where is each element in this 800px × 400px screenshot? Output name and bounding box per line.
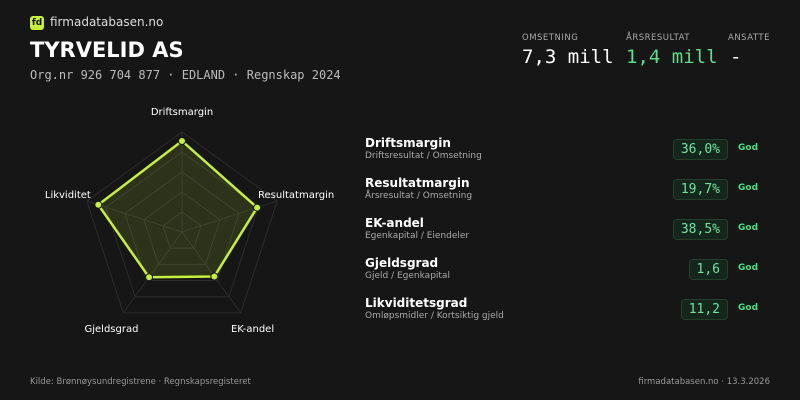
- metric-status: God: [738, 183, 759, 193]
- axis-label: Resultatmargin: [258, 190, 334, 201]
- axis-label: Likviditet: [45, 190, 91, 201]
- metric-value: 19,7%: [672, 179, 728, 200]
- logo: fd: [30, 16, 44, 30]
- axis-label: Gjeldsgrad: [84, 324, 138, 335]
- axis-spoke: [122, 231, 183, 314]
- axis-label: Driftsmargin: [151, 107, 213, 118]
- grid-ring: [124, 171, 240, 282]
- axis-spoke: [86, 200, 183, 233]
- metric-name: Resultatmargin: [365, 176, 470, 190]
- metric-description: Omløpsmidler / Kortsiktig gjeld: [365, 311, 504, 321]
- metric-value: 11,2: [680, 299, 728, 320]
- metric-description: Årsresultat / Omsetning: [365, 191, 473, 201]
- metric-status: God: [738, 303, 759, 313]
- stat-label: ÅRSRESULTAT: [626, 33, 690, 43]
- score-point: [145, 273, 154, 282]
- score-point: [178, 137, 186, 145]
- metric-name: Gjeldsgrad: [365, 256, 439, 270]
- radar-chart: Driftsmargin Resultatmargin EK-andel Gjelds…: [45, 107, 334, 335]
- metric-status: God: [738, 223, 759, 233]
- company-info: Org.nr 926 704 877 · EDLAND · Regnskap 2…: [30, 68, 341, 82]
- metric-value: 36,0%: [672, 139, 728, 160]
- metric-value: 1,6: [688, 259, 728, 280]
- stat-label: OMSETNING: [522, 33, 579, 43]
- stat-label: ANSATTE: [728, 33, 770, 43]
- metric-value: 38,5%: [672, 219, 728, 240]
- metric-description: Egenkapital / Eiendeler: [365, 231, 470, 241]
- metric-status: God: [738, 143, 759, 153]
- metric-name: Driftsmargin: [365, 136, 451, 150]
- metric-name: EK-andel: [365, 216, 424, 230]
- score-point: [210, 272, 219, 281]
- axis-spoke: [181, 231, 242, 314]
- grid-ring: [162, 211, 202, 249]
- metric-name: Likviditetsgrad: [365, 296, 468, 310]
- footer-site: firmadatabasen.no · 13.3.2026: [638, 377, 770, 387]
- company-name: TYRVELID AS: [30, 38, 184, 62]
- grid-ring: [143, 191, 221, 265]
- metric-description: Gjeld / Egenkapital: [365, 271, 450, 281]
- brand: firmadatabasen.no: [50, 15, 164, 29]
- score-area: [97, 139, 259, 279]
- score-point: [253, 203, 262, 212]
- axis-spoke: [181, 200, 278, 233]
- score-point: [94, 200, 103, 209]
- stat-value: -: [730, 46, 742, 68]
- footer-source: Kilde: Brønnøysundregistrene · Regnskaps…: [30, 377, 251, 387]
- stat-value: 1,4 mill: [626, 46, 718, 68]
- metric-description: Driftsresultat / Omsetning: [365, 151, 482, 161]
- axis-label: EK-andel: [231, 324, 274, 335]
- stat-value: 7,3 mill: [522, 46, 614, 68]
- metric-status: God: [738, 263, 759, 273]
- grid-ring: [86, 131, 278, 314]
